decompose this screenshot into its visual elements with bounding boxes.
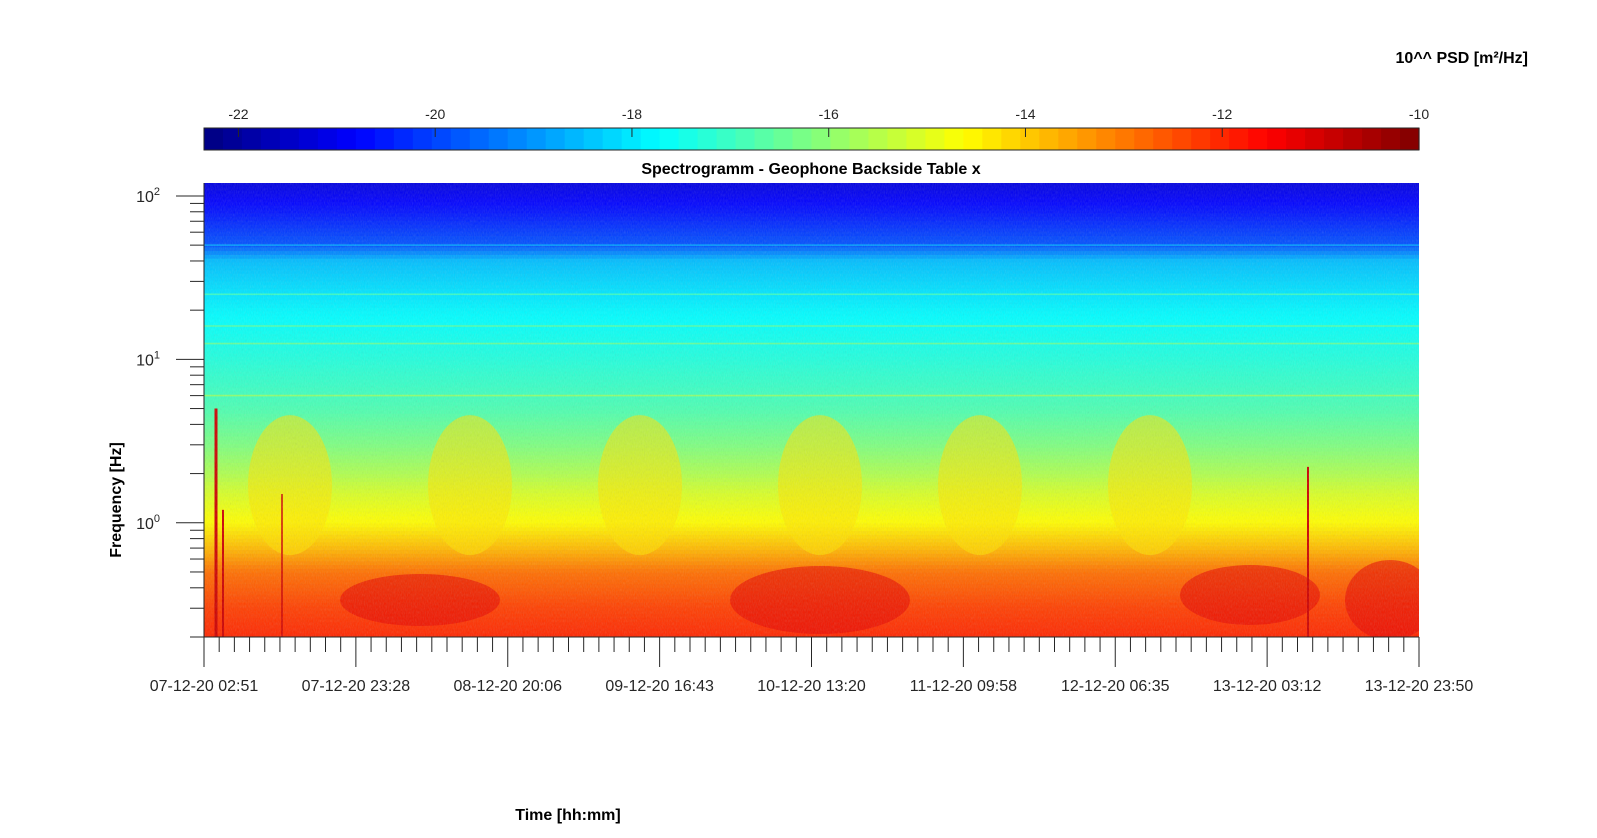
colorbar-cell (507, 128, 528, 150)
colorbar-cell (697, 128, 718, 150)
x-axis-label: Time [hh:mm] (515, 807, 620, 824)
colorbar-tick-label: -10 (1409, 106, 1429, 122)
colorbar-cell (830, 128, 851, 150)
colorbar-tick-label: -18 (622, 106, 642, 122)
colorbar-cell (1267, 128, 1287, 150)
colorbar-cell (431, 128, 452, 150)
colorbar-cell (583, 128, 604, 150)
colorbar: -22 -20 -18 -16 -14 -12 -10 (203, 106, 1429, 151)
colorbar-cell (545, 128, 566, 150)
colorbar-cell (393, 128, 414, 150)
colorbar-tick-label: -20 (425, 106, 445, 122)
colorbar-cell (811, 128, 832, 150)
y-axis-label: Frequency [Hz] (108, 442, 125, 558)
colorbar-cell (564, 128, 585, 150)
y-tick-label: 100 (136, 513, 160, 533)
colorbar-ticks: -22 -20 -18 -16 -14 -12 -10 (228, 106, 1429, 137)
colorbar-cell (602, 128, 623, 150)
colorbar-label: 10^^ PSD [m²/Hz] (1396, 50, 1528, 67)
colorbar-cell (317, 128, 338, 150)
colorbar-cell (1058, 128, 1078, 150)
colorbar-cell (298, 128, 319, 150)
colorbar-cell (374, 128, 395, 150)
colorbar-cell (1096, 128, 1116, 150)
colorbar-cell (621, 128, 642, 150)
noise-texture (204, 183, 1419, 637)
colorbar-cell (716, 128, 737, 150)
colorbar-cell (469, 128, 490, 150)
colorbar-cell (1077, 128, 1097, 150)
colorbar-cell (944, 128, 964, 150)
colorbar-cell (678, 128, 699, 150)
x-axis: 07-12-20 02:51 07-12-20 23:28 08-12-20 20:… (150, 636, 1474, 695)
spectrogram-image (204, 183, 1419, 637)
colorbar-cell (1153, 128, 1173, 150)
colorbar-cell (1286, 128, 1306, 150)
colorbar-cell (849, 128, 870, 150)
colorbar-cell (868, 128, 889, 150)
colorbar-cell (1324, 128, 1344, 150)
colorbar-cell (1248, 128, 1268, 150)
colorbar-cell (450, 128, 471, 150)
colorbar-cell (1362, 128, 1382, 150)
colorbar-cell (982, 128, 1002, 150)
x-tick-label: 10-12-20 13:20 (757, 678, 866, 695)
y-tick-label: 102 (136, 186, 160, 206)
x-tick-label: 09-12-20 16:43 (605, 678, 714, 695)
colorbar-cell (412, 128, 433, 150)
colorbar-cell (488, 128, 509, 150)
y-tick-label: 101 (136, 349, 160, 369)
colorbar-cell (1020, 128, 1040, 150)
colorbar-cell (222, 128, 243, 150)
colorbar-cell (1305, 128, 1325, 150)
colorbar-cell (526, 128, 547, 150)
x-tick-label: 07-12-20 02:51 (150, 678, 259, 695)
x-tick-label: 12-12-20 06:35 (1061, 678, 1170, 695)
chart-title: Spectrogramm - Geophone Backside Table x (641, 161, 980, 178)
x-tick-label: 08-12-20 20:06 (453, 678, 562, 695)
colorbar-tick-label: -22 (228, 106, 248, 122)
colorbar-cell (659, 128, 680, 150)
y-axis: 100 101 102 (136, 183, 205, 638)
colorbar-cell (640, 128, 661, 150)
x-tick-label: 13-12-20 03:12 (1213, 678, 1322, 695)
colorbar-cells (204, 128, 1420, 150)
colorbar-cell (887, 128, 908, 150)
colorbar-cell (1115, 128, 1135, 150)
colorbar-tick-label: -14 (1015, 106, 1035, 122)
colorbar-cell (1400, 128, 1420, 150)
colorbar-cell (963, 128, 983, 150)
x-tick-label: 11-12-20 09:58 (910, 678, 1017, 695)
colorbar-cell (1001, 128, 1021, 150)
colorbar-cell (1172, 128, 1192, 150)
colorbar-tick-label: -16 (819, 106, 839, 122)
colorbar-cell (735, 128, 756, 150)
colorbar-cell (1343, 128, 1363, 150)
colorbar-cell (1210, 128, 1230, 150)
colorbar-tick-label: -12 (1212, 106, 1232, 122)
colorbar-cell (1039, 128, 1059, 150)
colorbar-cell (204, 128, 224, 150)
colorbar-cell (260, 128, 281, 150)
colorbar-cell (754, 128, 775, 150)
colorbar-frame (203, 127, 1420, 151)
colorbar-cell (1134, 128, 1154, 150)
colorbar-cell (773, 128, 794, 150)
colorbar-cell (241, 128, 262, 150)
colorbar-cell (792, 128, 813, 150)
x-tick-label: 13-12-20 23:50 (1365, 678, 1474, 695)
colorbar-cell (1381, 128, 1401, 150)
x-tick-label: 07-12-20 23:28 (302, 678, 411, 695)
colorbar-cell (355, 128, 376, 150)
colorbar-cell (279, 128, 300, 150)
colorbar-cell (925, 128, 945, 150)
colorbar-cell (1191, 128, 1211, 150)
colorbar-cell (906, 128, 927, 150)
colorbar-cell (336, 128, 357, 150)
colorbar-cell (1229, 128, 1249, 150)
